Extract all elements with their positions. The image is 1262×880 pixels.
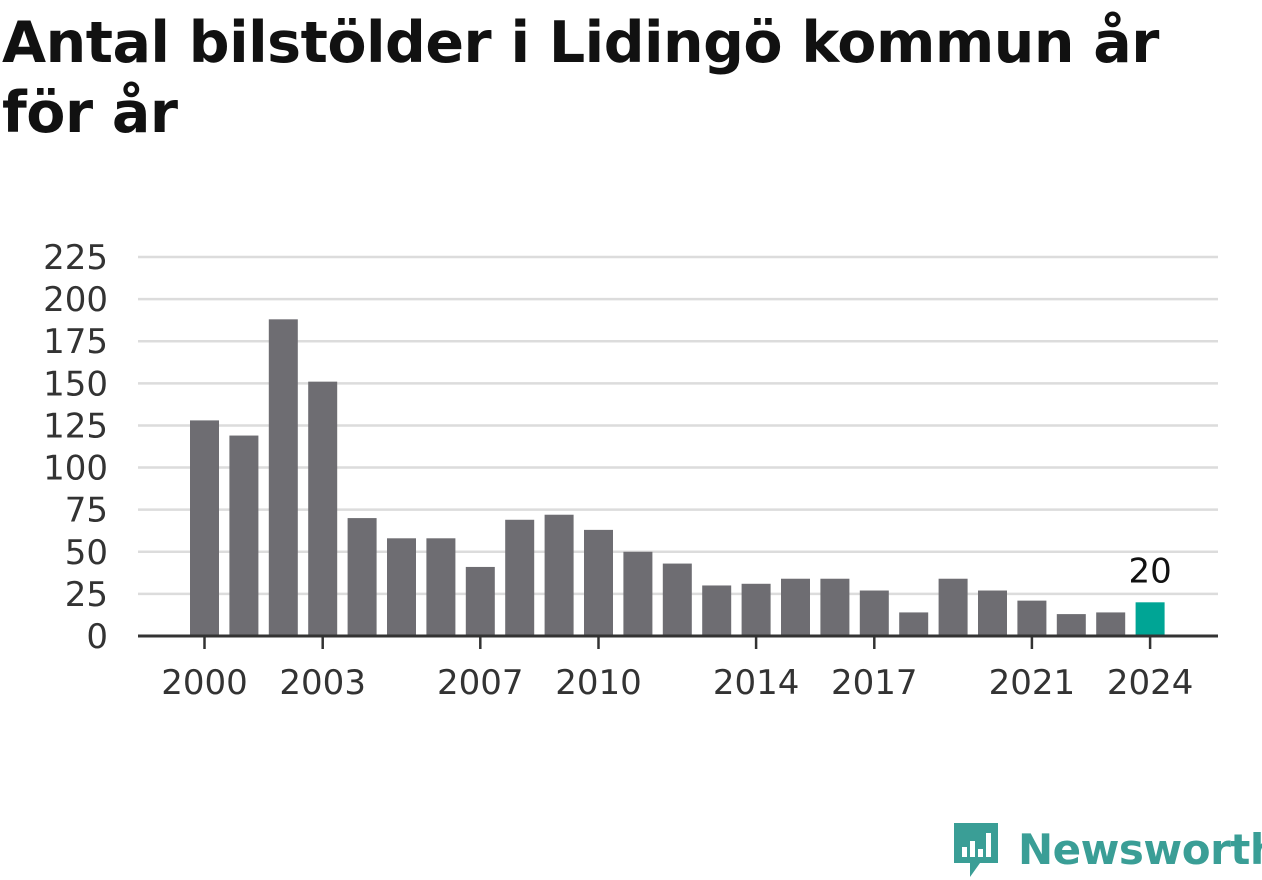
y-tick-label: 0 — [86, 617, 108, 657]
x-tick-label: 2000 — [161, 663, 248, 703]
brand-logo: Newsworthy — [950, 818, 1262, 880]
bar-2013 — [702, 585, 732, 636]
newsworthy-logo-icon — [954, 823, 998, 877]
bar-2007 — [465, 566, 495, 636]
bar-2002 — [268, 319, 298, 636]
bar-2000 — [190, 420, 219, 636]
bars — [190, 319, 1165, 636]
bar-2024 — [1135, 602, 1165, 636]
bar-2019 — [938, 578, 968, 636]
x-axis: 2000 2003 2007 2010 2014 2017 2021 2024 — [138, 634, 1218, 703]
bar-2014 — [741, 583, 771, 636]
x-tick-label: 2010 — [555, 663, 642, 703]
y-tick-label: 25 — [65, 575, 108, 615]
x-tick-label: 2003 — [279, 663, 366, 703]
y-tick-label: 175 — [43, 322, 108, 362]
bar-2015 — [781, 578, 810, 636]
bar-2003 — [308, 381, 338, 636]
y-tick-label: 100 — [43, 449, 108, 489]
x-tick-label: 2021 — [989, 663, 1076, 703]
bar-2008 — [505, 519, 535, 636]
bar-2006 — [426, 538, 456, 636]
bar-2017 — [859, 590, 889, 636]
bar-2012 — [662, 563, 692, 636]
data-labels: 20 — [1128, 551, 1171, 591]
y-tick-label: 75 — [65, 491, 108, 531]
bar-2011 — [623, 551, 653, 636]
bar-2009 — [544, 514, 574, 636]
x-tick-label: 2014 — [713, 663, 800, 703]
y-tick-label: 125 — [43, 406, 108, 446]
y-tick-label: 150 — [43, 364, 108, 404]
bar-2010 — [584, 529, 613, 636]
bar-2022 — [1056, 614, 1086, 636]
y-tick-label: 225 — [43, 238, 108, 278]
chart-title: Antal bilstölder i Lidingö kommun år för… — [2, 10, 1159, 146]
bar-2023 — [1096, 612, 1126, 636]
brand-name: Newsworthy — [1018, 824, 1262, 874]
bar-2016 — [820, 578, 850, 636]
bar-2001 — [229, 435, 259, 636]
bar-2021 — [1017, 600, 1047, 636]
x-tick-label: 2024 — [1107, 663, 1194, 703]
bar-2020 — [978, 590, 1007, 636]
x-tick-label: 2017 — [831, 663, 918, 703]
y-tick-label: 200 — [43, 280, 108, 320]
gridlines — [138, 255, 1218, 596]
x-tick-label: 2007 — [437, 663, 524, 703]
data-label-2024: 20 — [1128, 551, 1171, 591]
bar-2004 — [347, 518, 377, 636]
bar-2018 — [899, 612, 929, 636]
y-tick-label: 50 — [65, 533, 108, 573]
bar-2005 — [387, 538, 416, 636]
